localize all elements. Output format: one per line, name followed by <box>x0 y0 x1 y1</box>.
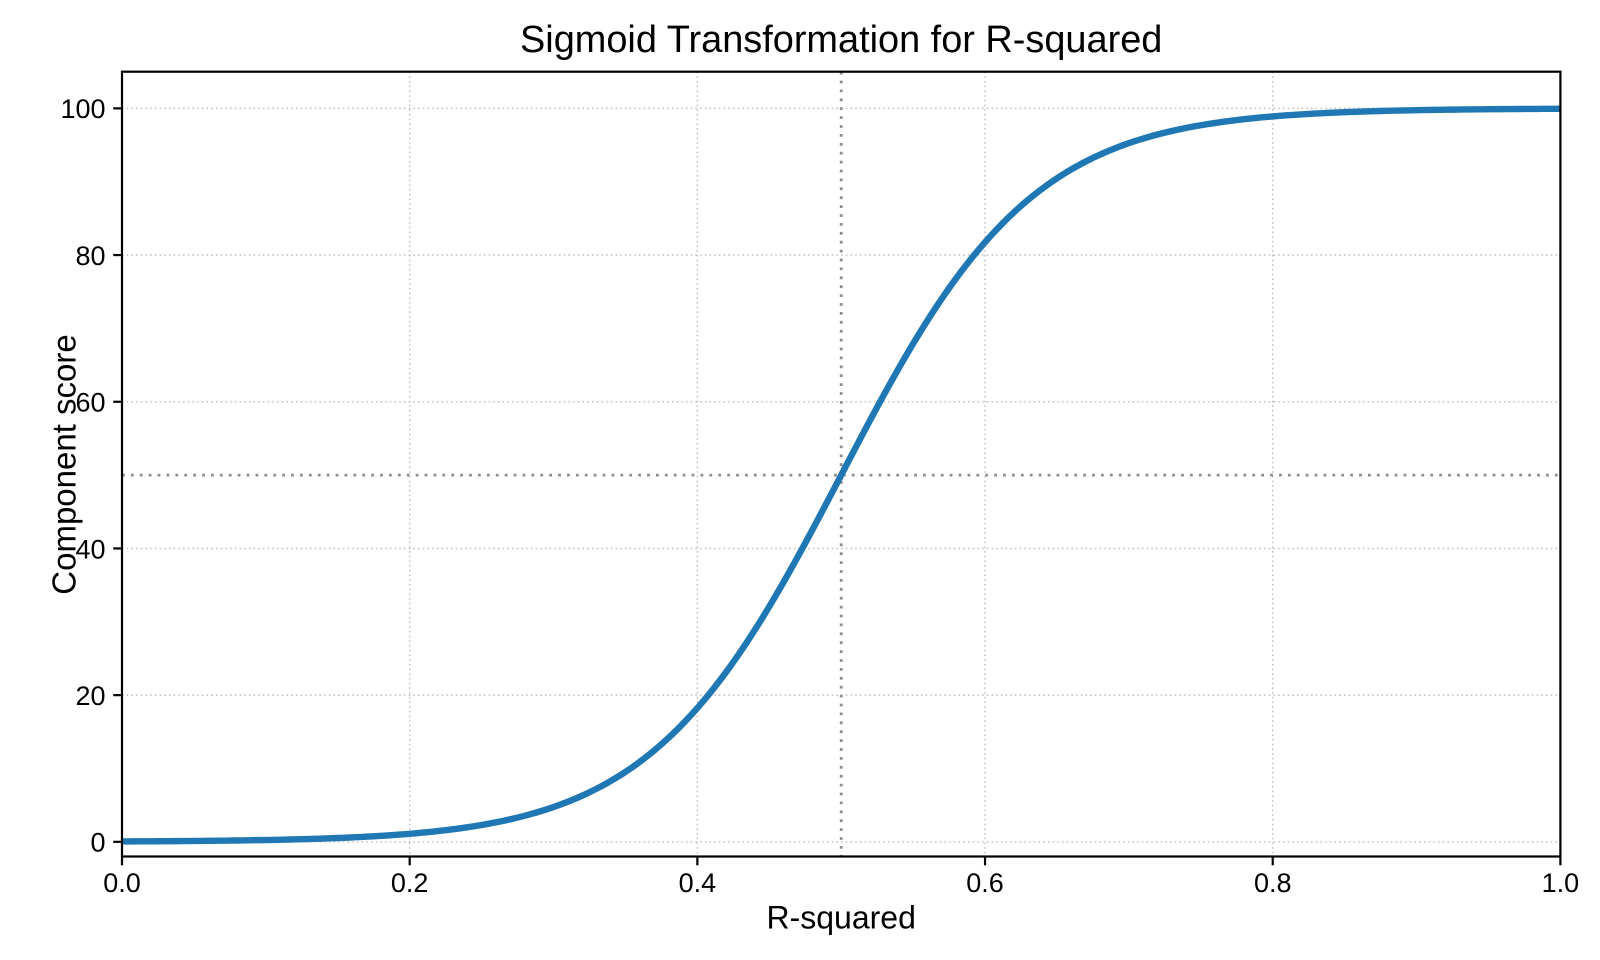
svg-text:20: 20 <box>75 681 105 711</box>
svg-text:80: 80 <box>75 241 105 271</box>
svg-text:1.0: 1.0 <box>1542 868 1580 898</box>
svg-text:Component score: Component score <box>46 334 83 594</box>
svg-text:0.4: 0.4 <box>679 868 717 898</box>
svg-text:0.8: 0.8 <box>1254 868 1292 898</box>
svg-text:0.2: 0.2 <box>391 868 429 898</box>
svg-text:60: 60 <box>75 388 105 418</box>
svg-text:0.0: 0.0 <box>103 868 141 898</box>
svg-text:40: 40 <box>75 534 105 564</box>
svg-text:0.6: 0.6 <box>966 868 1004 898</box>
svg-text:R-squared: R-squared <box>766 900 915 936</box>
svg-text:100: 100 <box>60 94 105 124</box>
svg-text:Sigmoid Transformation for R-s: Sigmoid Transformation for R-squared <box>520 19 1162 61</box>
svg-text:0: 0 <box>90 828 105 858</box>
